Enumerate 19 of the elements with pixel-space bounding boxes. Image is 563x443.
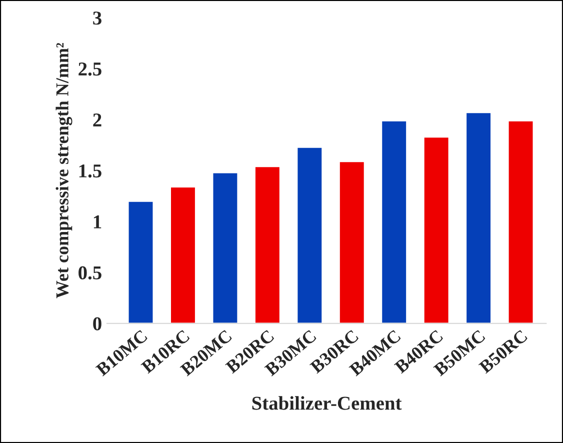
y-tick-label: 1.5 — [79, 164, 102, 178]
bar — [170, 186, 196, 324]
y-tick-label: 1 — [94, 215, 102, 228]
bar — [380, 120, 408, 324]
bar — [212, 172, 239, 324]
y-tick-label: 2.5 — [78, 62, 102, 76]
bar — [507, 120, 534, 324]
x-axis-title: Stabilizer-Cement — [252, 396, 402, 410]
bar — [465, 112, 492, 324]
bar — [338, 160, 366, 324]
y-tick-label: 3 — [93, 12, 102, 25]
y-axis-title: Wet compressive strength N/mm² — [56, 42, 72, 298]
bar — [422, 136, 450, 324]
bar — [296, 146, 324, 324]
y-tick-label: 0 — [93, 317, 102, 330]
bar — [254, 166, 281, 324]
y-tick-label: 2 — [93, 113, 102, 126]
bar — [127, 200, 154, 324]
y-tick-label: 0.5 — [78, 266, 102, 280]
